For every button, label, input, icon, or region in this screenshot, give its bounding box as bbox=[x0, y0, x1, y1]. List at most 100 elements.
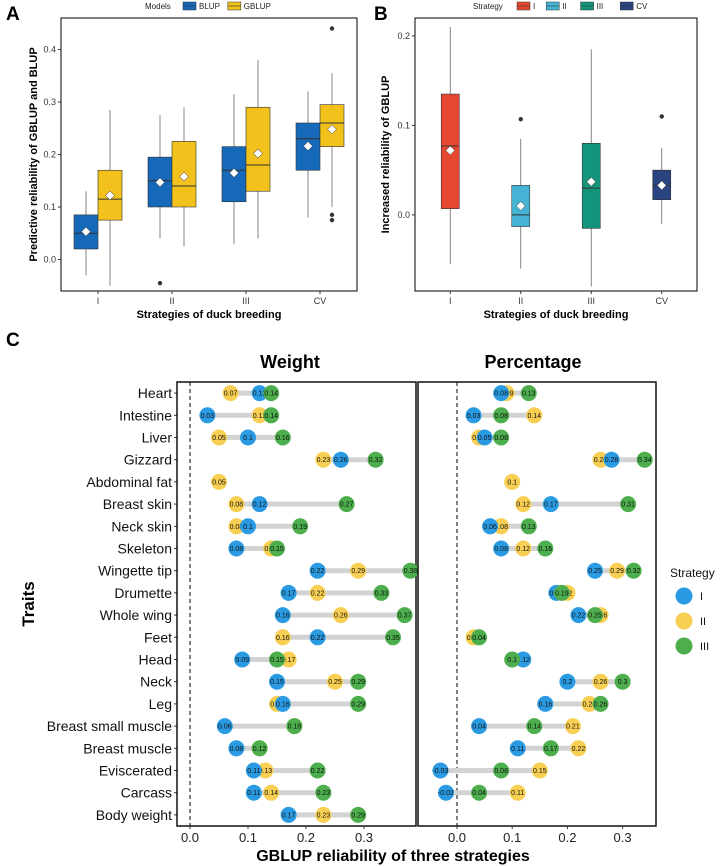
dot-i: -0.03 bbox=[432, 762, 449, 779]
strategy-dot bbox=[274, 607, 291, 624]
dot-value-label: 0.21 bbox=[566, 724, 580, 731]
x-tick-label: 0.3 bbox=[614, 830, 632, 845]
legend-key-iii: III bbox=[675, 637, 709, 655]
dot-ii: 0.15 bbox=[531, 762, 548, 779]
dot-i: 0.11 bbox=[245, 784, 262, 801]
legend-label: GBLUP bbox=[244, 2, 271, 11]
dot-ii: 0.12 bbox=[515, 540, 532, 557]
strategy-dot bbox=[216, 718, 233, 735]
trait-row-breast-skin: 0.12 0.17 0.31 bbox=[515, 496, 637, 513]
dot-ii: 0.14 bbox=[263, 784, 280, 801]
strategy-dot bbox=[620, 496, 637, 513]
dot-iii: 0.18 bbox=[286, 718, 303, 735]
outlier-point bbox=[157, 280, 163, 286]
dot-value-label: 0.16 bbox=[539, 701, 553, 708]
strategy-dot bbox=[251, 407, 268, 424]
legend-key-i: I bbox=[675, 587, 703, 605]
legend-label: I bbox=[700, 591, 703, 603]
legend-key-ii: II bbox=[545, 1, 567, 11]
trait-label-leg: Leg bbox=[149, 696, 172, 712]
legend-title: Models bbox=[145, 2, 171, 11]
dot-ii: 0.24 bbox=[581, 695, 598, 712]
trait-row-wingette-tip: 0.29 0.22 0.38 bbox=[309, 562, 419, 579]
y-axis-title: Increased reliability of GBLUP bbox=[380, 76, 392, 234]
dot-value-label: 0.09 bbox=[235, 657, 249, 664]
x-tick-label: 0.2 bbox=[297, 830, 315, 845]
strategy-dot bbox=[520, 518, 537, 535]
dot-value-label: 0.04 bbox=[472, 635, 486, 642]
dot-value-label: 0.05 bbox=[478, 435, 492, 442]
dot-i: 0.22 bbox=[309, 629, 326, 646]
trait-row-carcass: 0.14 0.11 0.23 bbox=[245, 784, 332, 801]
dot-value-label: 0.23 bbox=[317, 457, 331, 464]
dot-value-label: 0.08 bbox=[230, 746, 244, 753]
x-axis-title: GBLUP reliability of three strategies bbox=[256, 848, 530, 865]
strategy-dot bbox=[515, 651, 532, 668]
legend-dot bbox=[675, 587, 693, 605]
strategy-dot bbox=[471, 784, 488, 801]
dot-value-label: 0.1 bbox=[243, 524, 253, 531]
outlier-point bbox=[329, 212, 335, 218]
trait-row-whole-wing: 0.26 0.16 0.37 bbox=[274, 607, 413, 624]
dot-value-label: 0.08 bbox=[494, 524, 508, 531]
strategy-dot bbox=[309, 562, 326, 579]
dot-value-label: 0.17 bbox=[282, 812, 296, 819]
strategy-dot bbox=[309, 762, 326, 779]
dot-value-label: 0.22 bbox=[311, 635, 325, 642]
legend-label: III bbox=[700, 641, 709, 653]
dot-ii: 0.26 bbox=[332, 607, 349, 624]
dot-ii: 0.23 bbox=[315, 451, 332, 468]
strategy-dot bbox=[515, 540, 532, 557]
strategy-dot bbox=[274, 695, 291, 712]
dot-value-label: 0.11 bbox=[511, 790, 524, 797]
dot-value-label: 0.14 bbox=[264, 790, 278, 797]
trait-row-feet: 0.16 0.22 0.35 bbox=[274, 629, 401, 646]
trait-label-whole-wing: Whole wing bbox=[100, 607, 172, 623]
dot-iii: 0.17 bbox=[542, 740, 559, 757]
dot-i: 0.16 bbox=[274, 607, 291, 624]
panel-letter-c: C bbox=[6, 330, 20, 351]
legend-dot bbox=[675, 612, 693, 630]
strategy-dot bbox=[537, 695, 554, 712]
legend-label: II bbox=[562, 2, 566, 11]
mean-marker bbox=[105, 190, 115, 201]
trait-label-wingette-tip: Wingette tip bbox=[98, 563, 172, 579]
legend-label: BLUP bbox=[199, 2, 220, 11]
strategy-dot bbox=[504, 473, 521, 490]
strategy-dot bbox=[309, 584, 326, 601]
dot-value-label: 0.23 bbox=[317, 790, 331, 797]
dot-value-label: 0.11 bbox=[247, 768, 260, 775]
x-axis-title: Strategies of duck breeding bbox=[137, 309, 282, 321]
dot-ii: 0.13 bbox=[257, 762, 274, 779]
strategy-dot bbox=[465, 407, 482, 424]
dot-i: 0.12 bbox=[515, 651, 532, 668]
trait-row-breast-small-muscle: 0.180.060.18 bbox=[216, 718, 303, 735]
strategy-dot bbox=[257, 762, 274, 779]
strategy-dot bbox=[471, 629, 488, 646]
dot-value-label: 0.1 bbox=[243, 435, 253, 442]
y-tick-label: 0.0 bbox=[397, 210, 410, 220]
dot-iii: 0.25 bbox=[587, 607, 603, 624]
strategy-dot bbox=[373, 584, 390, 601]
strategy-dot bbox=[609, 562, 626, 579]
strategy-dot bbox=[234, 651, 251, 668]
dot-value-label: 0.08 bbox=[494, 413, 508, 420]
dot-iii: 0.19 bbox=[292, 518, 309, 535]
strategy-dot bbox=[614, 673, 631, 690]
dot-iii: 0.26 bbox=[592, 695, 609, 712]
dot-iii: 0.08 bbox=[493, 407, 510, 424]
dot-iii: 0.15 bbox=[269, 651, 285, 668]
dot-ii: 0.08 bbox=[493, 518, 510, 535]
strategy-dot bbox=[251, 496, 268, 513]
legend-label: CV bbox=[636, 2, 648, 11]
trait-row-intestine: 0.12 0.03 0.14 bbox=[199, 407, 280, 424]
strategy-dot bbox=[592, 451, 609, 468]
trait-row-gizzard: 0.23 0.26 0.32 bbox=[315, 451, 384, 468]
dot-i: 0.22 bbox=[570, 607, 587, 624]
box-i-i bbox=[440, 26, 460, 265]
dot-value-label: 0.03 bbox=[467, 413, 481, 420]
x-tick-label-ii: II bbox=[169, 296, 174, 306]
dot-iii: 0.12 bbox=[251, 740, 268, 757]
trait-row-neck-skin: 0.08 0.1 0.19 bbox=[228, 518, 309, 535]
dot-value-label: 0.14 bbox=[527, 413, 541, 420]
